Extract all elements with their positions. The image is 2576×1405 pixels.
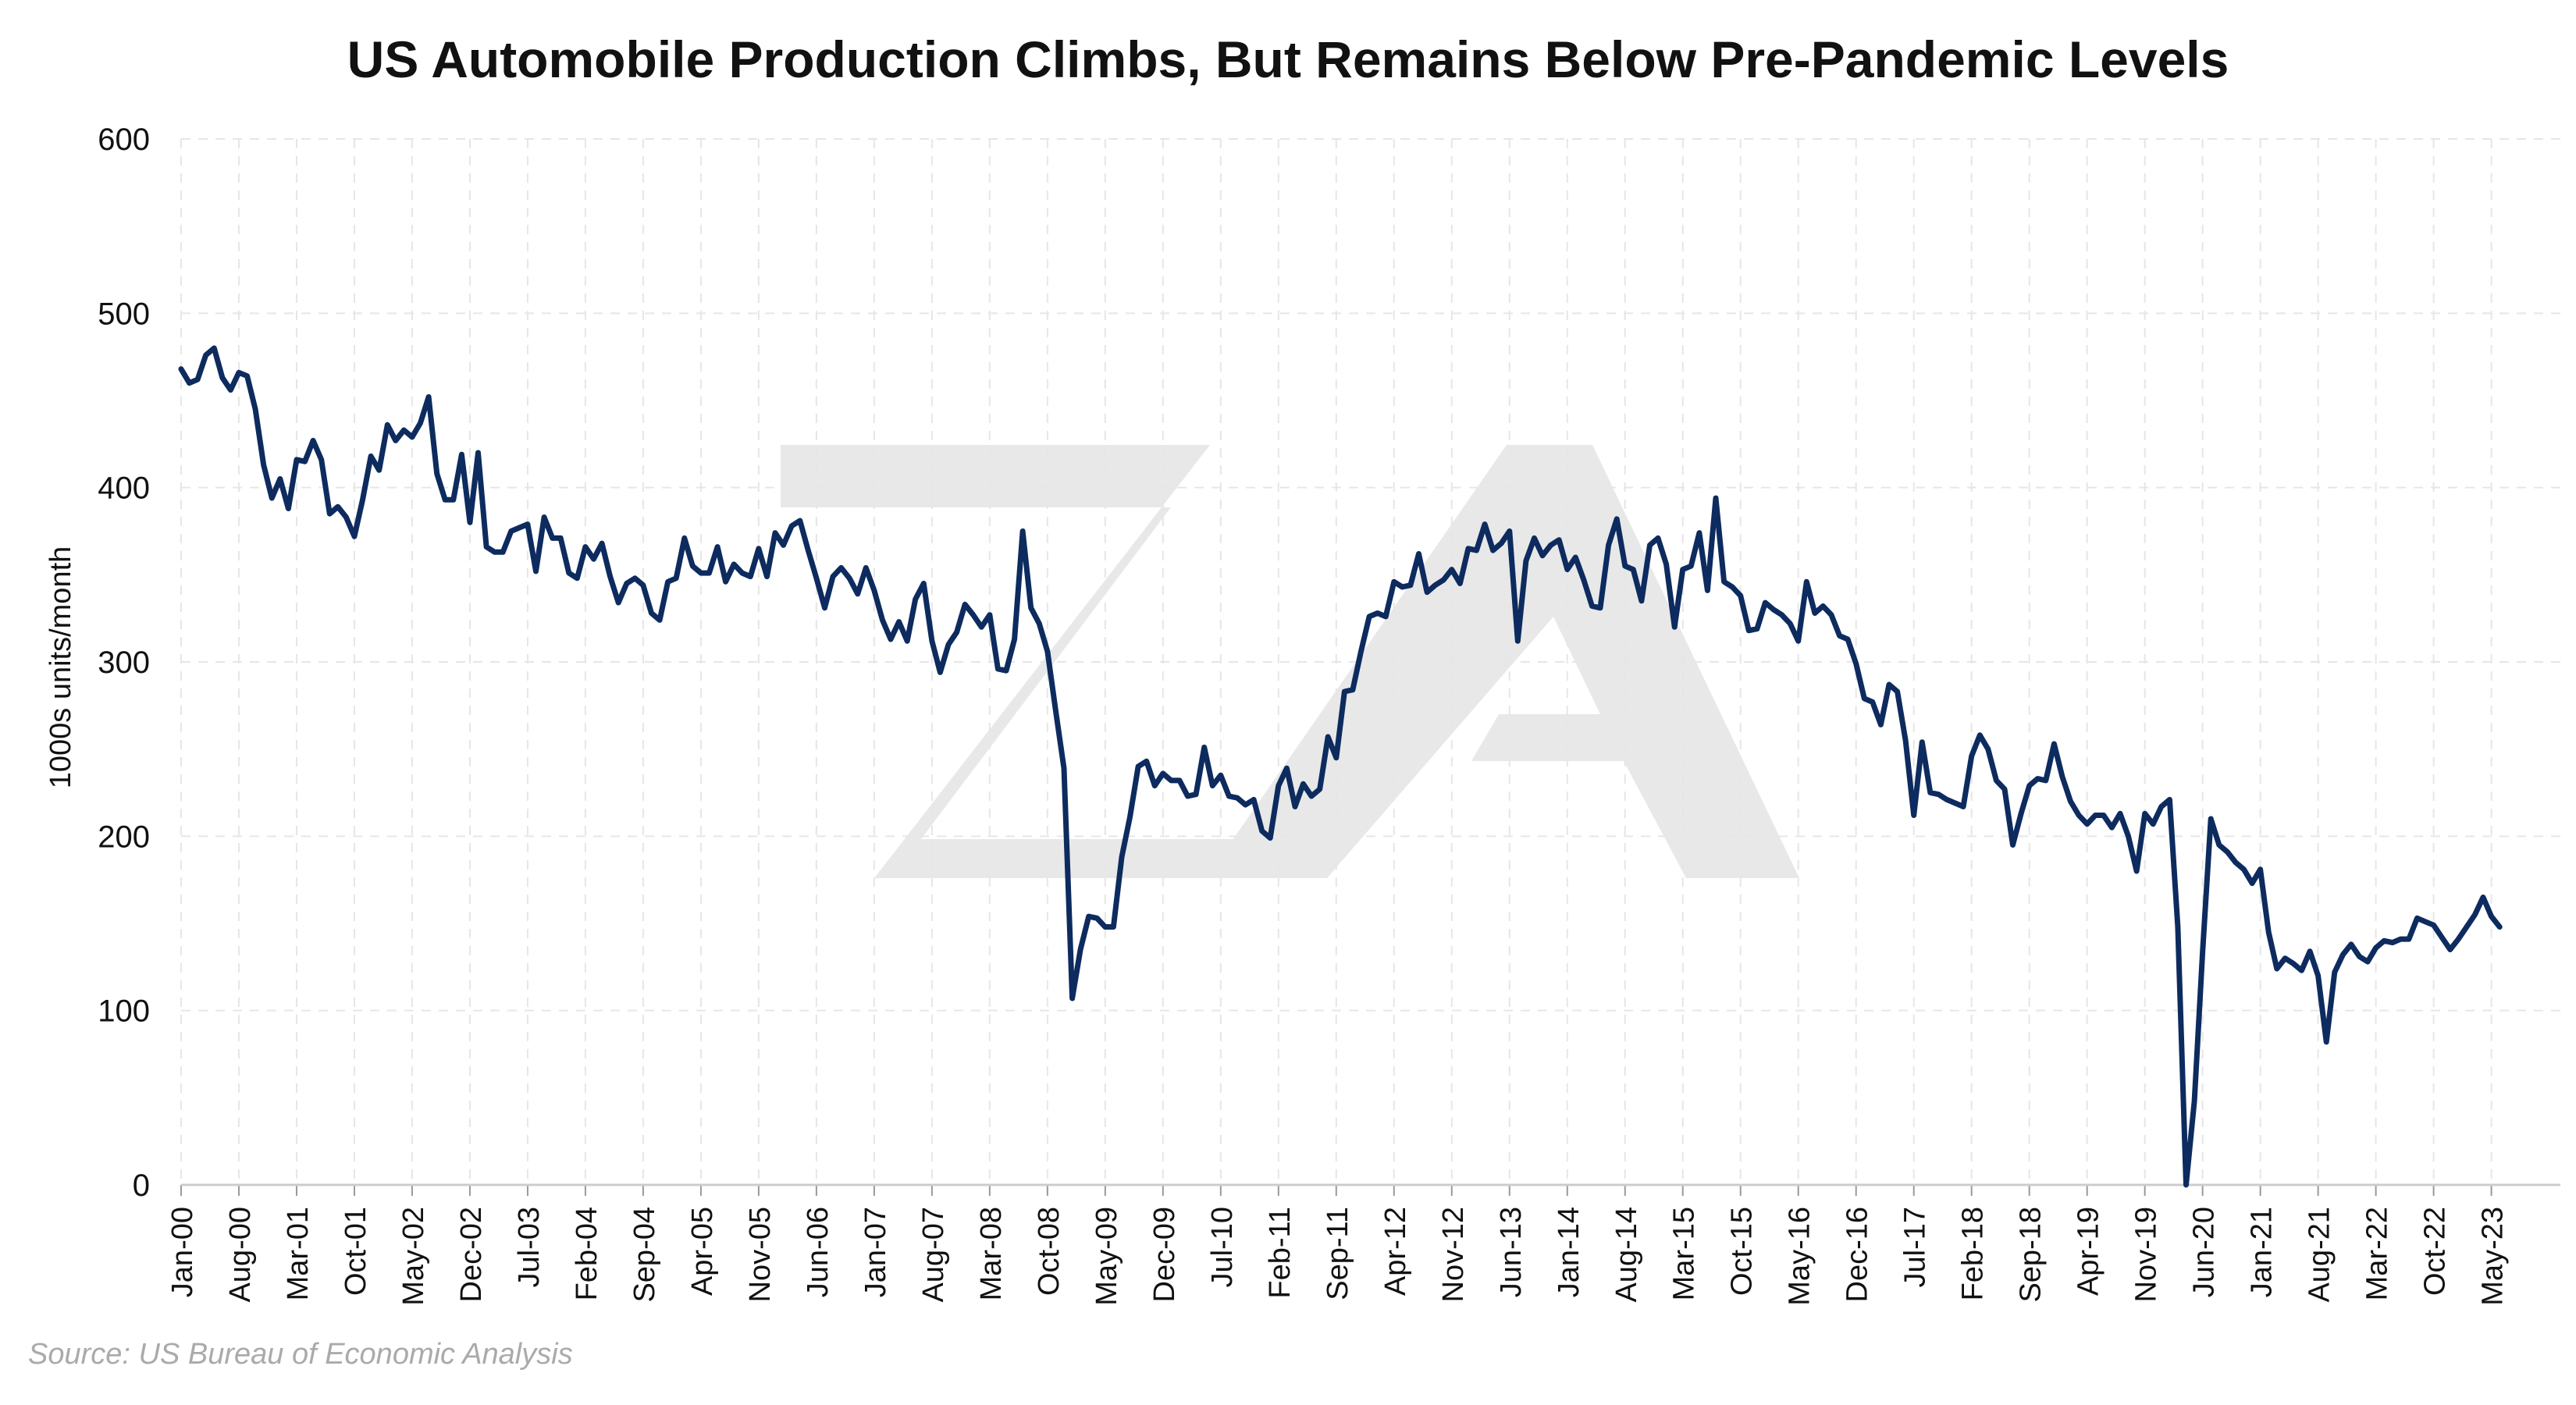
x-tick-label: May-02 bbox=[397, 1207, 430, 1306]
x-tick-label: Sep-11 bbox=[1322, 1207, 1354, 1300]
series-line bbox=[178, 345, 2503, 1188]
y-tick-label: 200 bbox=[98, 820, 150, 854]
x-tick-label: Oct-22 bbox=[2419, 1207, 2452, 1296]
x-tick-label: Mar-22 bbox=[2361, 1207, 2394, 1300]
axes bbox=[180, 1183, 2560, 1196]
y-tick-label: 300 bbox=[98, 646, 150, 680]
x-tick-label: Oct-08 bbox=[1033, 1207, 1066, 1296]
x-tick-labels: Jan-00 Aug-00 Mar-01 Oct-01 May-02 Dec-02 Jul-… bbox=[166, 1207, 2510, 1306]
source-note: Source: US Bureau of Economic Analysis bbox=[28, 1338, 573, 1371]
y-axis-label: 1000s units/month bbox=[44, 546, 77, 789]
x-tick-label: Mar-08 bbox=[975, 1207, 1008, 1300]
x-tick-label: Aug-21 bbox=[2304, 1207, 2336, 1303]
x-tick-label: Apr-05 bbox=[686, 1207, 719, 1296]
x-tick-label: Feb-18 bbox=[1957, 1207, 1990, 1300]
series-layer bbox=[178, 345, 2503, 1188]
chart-title: US Automobile Production Climbs, But Rem… bbox=[347, 30, 2229, 88]
x-tick-label: Aug-14 bbox=[1610, 1207, 1643, 1303]
x-tick-label: Oct-15 bbox=[1726, 1207, 1759, 1296]
x-tick-label: Dec-09 bbox=[1148, 1207, 1181, 1303]
x-tick-label: Jan-14 bbox=[1553, 1207, 1585, 1297]
x-tick-label: Aug-07 bbox=[917, 1207, 950, 1303]
y-tick-labels: 0 100 200 300 400 500 600 bbox=[98, 123, 150, 1203]
y-tick-label: 0 bbox=[133, 1168, 150, 1203]
y-tick-label: 600 bbox=[98, 123, 150, 157]
x-tick-label: Aug-00 bbox=[224, 1207, 257, 1303]
x-tick-label: Jul-10 bbox=[1206, 1207, 1239, 1288]
x-tick-label: Mar-01 bbox=[282, 1207, 315, 1300]
x-tick-label: Jul-03 bbox=[513, 1207, 546, 1288]
x-tick-label: Sep-18 bbox=[2015, 1207, 2048, 1303]
y-tick-label: 100 bbox=[98, 994, 150, 1029]
x-tick-label: Mar-15 bbox=[1668, 1207, 1701, 1300]
x-tick-label: Feb-11 bbox=[1264, 1207, 1297, 1299]
x-tick-label: Oct-01 bbox=[340, 1207, 372, 1296]
x-tick-label: Dec-16 bbox=[1841, 1207, 1874, 1303]
x-tick-label: Sep-04 bbox=[628, 1207, 661, 1303]
x-tick-label: May-16 bbox=[1784, 1207, 1816, 1306]
x-tick-label: Apr-19 bbox=[2073, 1207, 2105, 1296]
x-tick-label: Nov-19 bbox=[2130, 1207, 2163, 1303]
x-tick-label: Nov-12 bbox=[1437, 1207, 1470, 1303]
x-tick-label: Dec-02 bbox=[455, 1207, 488, 1303]
x-tick-label: Jan-07 bbox=[859, 1207, 892, 1297]
x-tick-label: Jun-06 bbox=[802, 1207, 834, 1297]
y-tick-label: 400 bbox=[98, 471, 150, 506]
x-tick-label: Jun-20 bbox=[2188, 1207, 2221, 1297]
x-tick-label: May-09 bbox=[1091, 1207, 1123, 1306]
x-tick-label: May-23 bbox=[2477, 1207, 2510, 1306]
x-tick-label: Nov-05 bbox=[744, 1207, 777, 1303]
x-tick-label: Jun-13 bbox=[1495, 1207, 1528, 1297]
x-tick-label: Jul-17 bbox=[1899, 1207, 1932, 1288]
x-tick-label: Apr-12 bbox=[1379, 1207, 1412, 1296]
x-tick-label: Jan-21 bbox=[2246, 1207, 2279, 1297]
grid-lines bbox=[180, 138, 2560, 1185]
x-tick-label: Feb-04 bbox=[571, 1207, 603, 1300]
x-tick-label: Jan-00 bbox=[166, 1207, 199, 1297]
y-tick-label: 500 bbox=[98, 297, 150, 331]
